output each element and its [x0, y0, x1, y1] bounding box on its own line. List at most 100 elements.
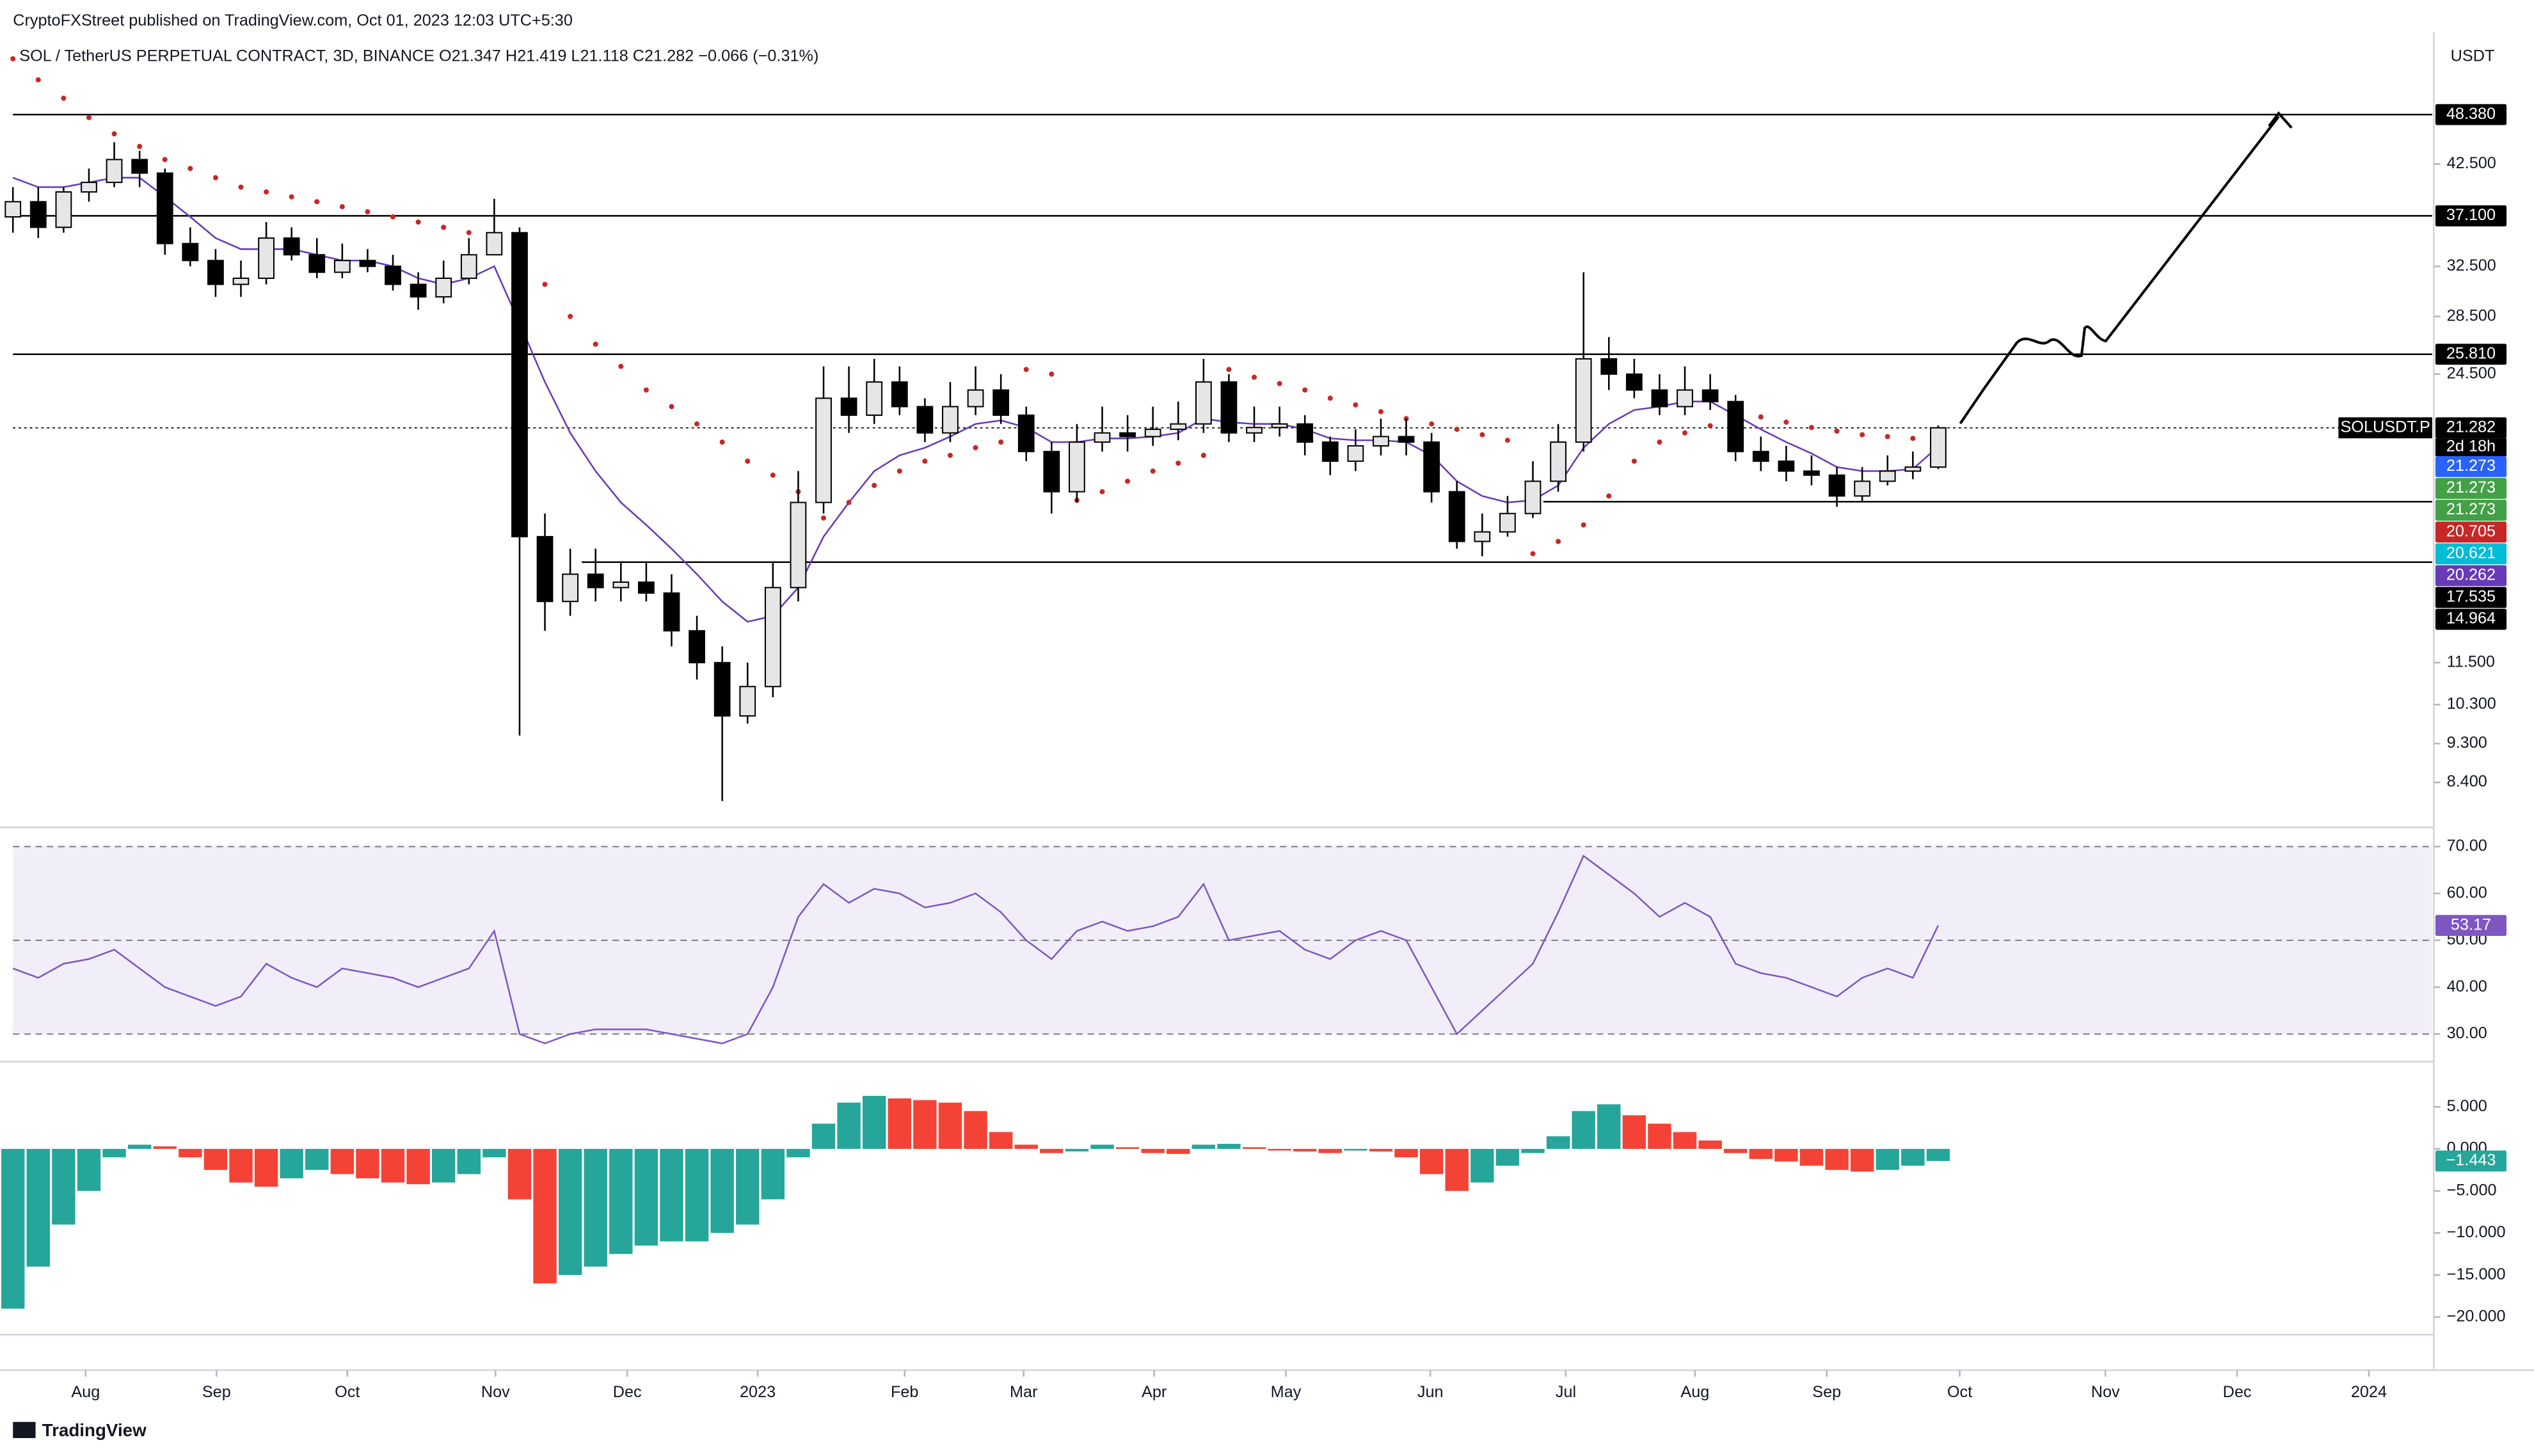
sar-dot — [1353, 402, 1359, 408]
candle-body — [638, 582, 655, 594]
candle-body — [1499, 512, 1516, 533]
histogram-bar — [1419, 1148, 1444, 1175]
y-tick-label: −10.000 — [2447, 1223, 2506, 1241]
candle-body — [1398, 436, 1415, 443]
rsi-line — [12, 855, 1940, 1045]
candle-body — [1803, 470, 1820, 476]
candle-body — [81, 182, 97, 193]
candle-body — [511, 232, 528, 537]
x-tick-label: Nov — [2091, 1383, 2120, 1401]
price-badge-bg — [2435, 104, 2507, 125]
logo-icon — [13, 1421, 36, 1438]
histogram-bar — [26, 1148, 51, 1267]
histogram-bar — [203, 1148, 228, 1170]
candle-body — [4, 201, 22, 218]
sar-dot — [719, 439, 725, 445]
rsi-badge-bg — [2435, 915, 2507, 937]
sar-dot — [770, 472, 776, 478]
candle-body — [55, 191, 72, 228]
sar-dot — [998, 439, 1004, 445]
histogram-bar — [685, 1148, 709, 1242]
sar-dot — [1758, 414, 1764, 420]
currency: USDT — [2451, 47, 2495, 65]
y-tick-label: 24.500 — [2447, 364, 2496, 382]
candle-body — [460, 254, 477, 279]
x-tick-label: Apr — [1142, 1383, 1167, 1401]
publisher: CryptoFXStreet published on TradingView.… — [13, 12, 573, 29]
sar-dot — [1530, 551, 1536, 557]
sar-dot — [643, 387, 649, 393]
sar-dot — [947, 452, 953, 458]
sar-dot — [1834, 428, 1840, 434]
sar-dot — [339, 204, 345, 210]
sar-dot — [1226, 367, 1232, 372]
sar-dot — [1125, 479, 1131, 484]
x-tick-label: Dec — [613, 1383, 642, 1401]
x-tick-label: Oct — [335, 1383, 360, 1401]
price-badge: 21.273 — [2446, 479, 2496, 496]
histogram-bar — [811, 1123, 836, 1149]
sar-dot — [922, 458, 928, 464]
histogram-bar — [52, 1148, 76, 1225]
candle-body — [1778, 460, 1795, 472]
histogram-bar — [179, 1148, 202, 1158]
histogram-bar — [1648, 1123, 1671, 1149]
x-tick-label: Sep — [202, 1383, 231, 1401]
histogram-bar — [1141, 1148, 1165, 1153]
histogram-bar — [584, 1148, 607, 1267]
candle-body — [1119, 432, 1136, 438]
histogram-bar — [761, 1148, 785, 1199]
histogram-bar — [989, 1132, 1013, 1149]
x-tick-label: Dec — [2223, 1383, 2252, 1401]
y-tick-label: 32.500 — [2447, 257, 2496, 274]
sar-dot — [1200, 452, 1206, 458]
x-tick-label: Aug — [1680, 1383, 1709, 1401]
sar-dot — [137, 143, 143, 150]
y-tick-label: 60.00 — [2447, 883, 2487, 901]
y-tick-label: 8.400 — [2447, 773, 2487, 791]
price-badge-bg — [2435, 417, 2507, 439]
sar-dot — [466, 230, 472, 235]
candle-body — [866, 381, 883, 416]
sar-dot — [694, 421, 700, 427]
candle-body — [739, 686, 756, 717]
histogram-bar — [77, 1148, 101, 1191]
sar-dot — [1808, 425, 1815, 431]
candle-body — [1246, 427, 1263, 434]
sar-dot — [1327, 395, 1333, 401]
histogram-bar — [634, 1148, 658, 1246]
sar-dot — [1454, 427, 1460, 432]
sar-dot — [314, 199, 320, 205]
sar-dot — [1556, 539, 1561, 544]
candle-body — [258, 237, 275, 279]
candle-body — [1752, 450, 1769, 462]
x-tick-label: Sep — [1812, 1383, 1841, 1401]
sar-dot — [86, 115, 92, 120]
x-tick-label: Oct — [1947, 1383, 1972, 1401]
candle-body — [1854, 480, 1871, 497]
histogram-bar — [1445, 1148, 1469, 1191]
sar-dot — [1049, 371, 1055, 377]
price-badge: 21.282 — [2446, 418, 2496, 436]
histogram-bar — [1369, 1148, 1393, 1151]
price-badge-bg — [2435, 608, 2507, 630]
histogram-bar — [1040, 1148, 1064, 1153]
histogram-bar — [1318, 1148, 1343, 1153]
sar-dot — [238, 184, 244, 190]
candle-body — [1296, 423, 1314, 443]
candle-body — [587, 573, 604, 589]
histogram-bar — [381, 1148, 405, 1183]
histogram-bar — [1876, 1148, 1899, 1170]
candle-body — [815, 397, 832, 503]
histogram-bar — [102, 1148, 126, 1158]
price-badge-bg — [2435, 500, 2507, 521]
histogram-bar — [1217, 1144, 1241, 1149]
histogram-bar — [938, 1102, 962, 1149]
sar-dot — [162, 157, 168, 162]
sar-dot — [593, 341, 598, 347]
histogram-bar — [1014, 1144, 1038, 1149]
candle-body — [1271, 423, 1288, 429]
histogram-bar — [1344, 1148, 1367, 1151]
histogram-bar — [837, 1102, 861, 1149]
candle-body — [1930, 427, 1947, 468]
